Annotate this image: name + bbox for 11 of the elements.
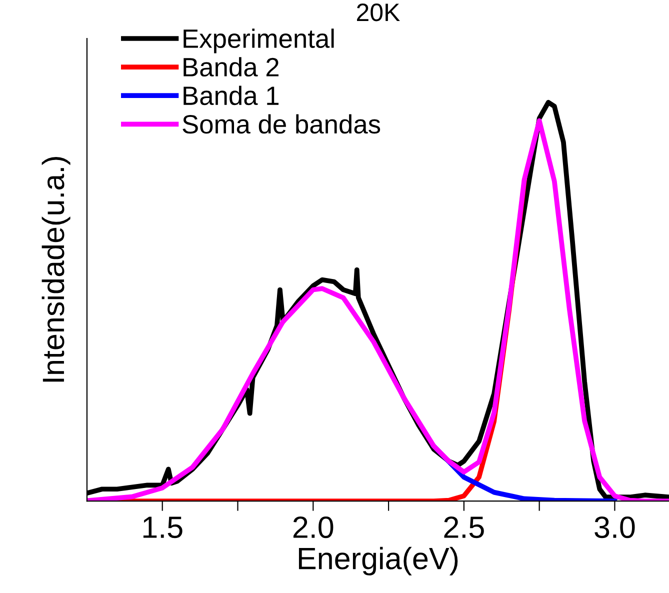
x-tick-label: 3.0 bbox=[594, 516, 635, 538]
chart-title: 20K bbox=[357, 4, 400, 22]
x-axis-title: Energia(eV) bbox=[298, 546, 458, 576]
legend-label: Soma de bandas bbox=[182, 114, 380, 134]
x-tick-label: 1.5 bbox=[143, 516, 182, 538]
x-tick-label: 2.5 bbox=[444, 516, 484, 538]
legend-label: Banda 2 bbox=[184, 57, 278, 77]
y-axis-title: Intensidade(u.a.) bbox=[42, 157, 70, 382]
legend-label: Banda 1 bbox=[184, 86, 279, 106]
legend-label: Experimental bbox=[184, 28, 334, 54]
x-tick-label: 2.0 bbox=[293, 516, 334, 538]
